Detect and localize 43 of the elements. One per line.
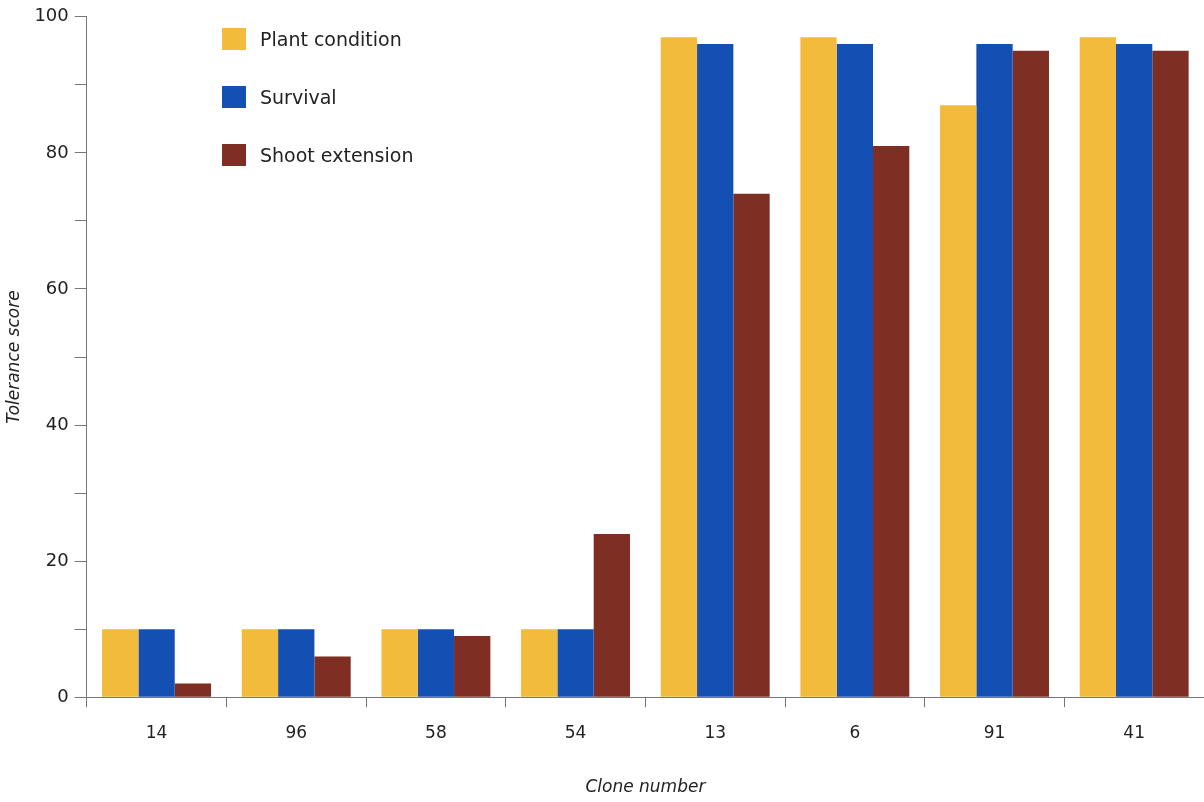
legend-label: Plant condition <box>260 28 402 50</box>
bar <box>697 44 734 697</box>
bar <box>733 193 770 697</box>
bar <box>1079 37 1117 697</box>
x-tick-label: 41 <box>1123 721 1145 742</box>
bar <box>102 629 139 697</box>
y-tick-label: 100 <box>34 4 69 26</box>
x-tick-label: 6 <box>849 721 861 742</box>
x-tick-label: 91 <box>983 721 1006 742</box>
bar <box>1152 50 1189 697</box>
legend-label: Survival <box>260 86 337 108</box>
y-tick-label: 40 <box>45 412 69 434</box>
x-tick-label: 14 <box>145 721 168 742</box>
bar <box>976 44 1013 697</box>
bar <box>836 44 874 697</box>
x-tick-label: 54 <box>564 721 587 742</box>
bar <box>873 146 910 697</box>
bar <box>800 37 837 697</box>
bar <box>241 629 279 697</box>
y-tick-label: 0 <box>57 684 69 706</box>
x-axis-title: Clone number <box>585 776 707 797</box>
y-axis-title: Tolerance score <box>2 290 23 424</box>
y-tick-label: 60 <box>45 276 69 298</box>
bar <box>1116 44 1153 697</box>
legend-label: Shoot extension <box>260 144 414 166</box>
bar <box>593 533 631 697</box>
bar <box>138 629 175 697</box>
bar <box>174 683 212 697</box>
bar <box>660 37 698 697</box>
x-tick-label: 58 <box>425 721 447 742</box>
bar <box>940 105 977 697</box>
y-tick-label: 20 <box>45 548 69 570</box>
x-tick-label: 96 <box>285 721 308 742</box>
bar <box>278 629 315 697</box>
y-tick-label: 80 <box>45 140 69 162</box>
bar <box>417 629 455 697</box>
x-tick-label: 13 <box>704 721 727 742</box>
bar <box>381 629 418 697</box>
bar <box>454 635 491 697</box>
bar <box>1012 50 1049 697</box>
bar <box>314 656 351 697</box>
bar <box>557 629 594 697</box>
bar <box>521 629 558 697</box>
